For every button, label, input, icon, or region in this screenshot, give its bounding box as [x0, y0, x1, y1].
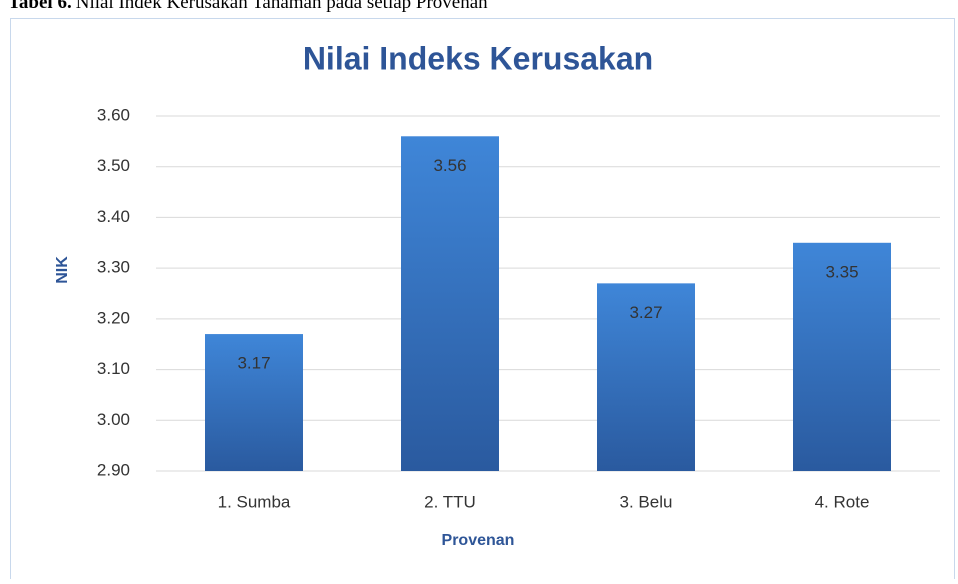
- y-tick-label: 2.90: [97, 460, 130, 479]
- caption: Tabel 6. Nilai Indek Kerusakan Tanaman pa…: [8, 0, 488, 13]
- x-tick-label: 4. Rote: [815, 492, 870, 511]
- bar: [597, 283, 695, 471]
- data-label: 3.27: [629, 303, 662, 322]
- caption-text: Nilai Indek Kerusakan Tanaman pada setia…: [76, 0, 488, 13]
- data-label: 3.17: [237, 354, 270, 373]
- data-label: 3.56: [433, 156, 466, 175]
- y-tick-label: 3.60: [97, 105, 130, 124]
- bar: [401, 136, 499, 472]
- x-tick-label: 3. Belu: [620, 492, 673, 511]
- x-tick-label: 2. TTU: [424, 492, 476, 511]
- x-tick-label: 1. Sumba: [218, 492, 291, 511]
- chart-title: Nilai Indeks Kerusakan: [303, 40, 653, 76]
- x-axis-label: Provenan: [442, 532, 515, 549]
- data-label: 3.35: [825, 262, 858, 281]
- y-tick-label: 3.20: [97, 308, 130, 327]
- y-tick-label: 3.30: [97, 258, 130, 277]
- y-axis-label: NIK: [54, 256, 71, 284]
- y-tick-label: 3.50: [97, 156, 130, 175]
- bar: [205, 334, 303, 471]
- bar: [793, 242, 891, 471]
- y-tick-label: 3.00: [97, 410, 130, 429]
- y-tick-label: 3.10: [97, 359, 130, 378]
- y-tick-label: 3.40: [97, 207, 130, 226]
- caption-label: Tabel 6.: [8, 0, 72, 13]
